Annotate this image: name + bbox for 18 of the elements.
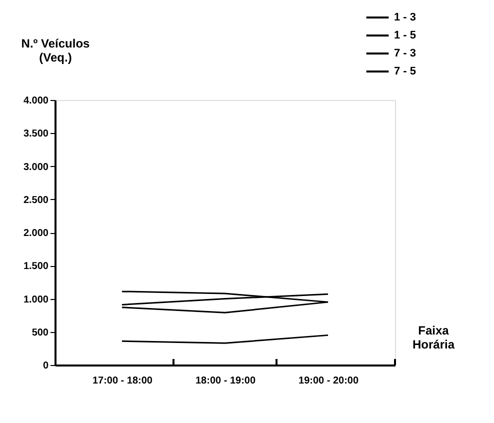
y-tick-label: 4.000 (23, 96, 49, 106)
y-axis-title: N.º Veículos (Veq.) (21, 36, 90, 64)
y-tick-label: 1.000 (23, 294, 49, 306)
y-tick-label: 3.500 (23, 128, 49, 140)
y-tick-label: 2.000 (23, 228, 49, 239)
legend-label: 7 - 3 (394, 48, 416, 60)
x-tick-label: 18:00 - 19:00 (195, 376, 256, 386)
y-tick-label: 500 (32, 327, 49, 338)
legend-label: 1 - 3 (394, 12, 416, 24)
y-tick-label: 0 (42, 360, 49, 372)
y-tick-label: 2.500 (23, 194, 49, 206)
x-tick-label: 19:00 - 20:00 (298, 376, 359, 386)
y-tick-label: 1.500 (23, 261, 49, 272)
x-axis-title: Faixa Horária (412, 324, 455, 352)
x-tick-label: 17:00 - 18:00 (92, 376, 153, 386)
y-tick-label: 3.000 (23, 162, 49, 173)
legend-label: 1 - 5 (394, 30, 416, 42)
legend-label: 7 - 5 (394, 66, 416, 78)
